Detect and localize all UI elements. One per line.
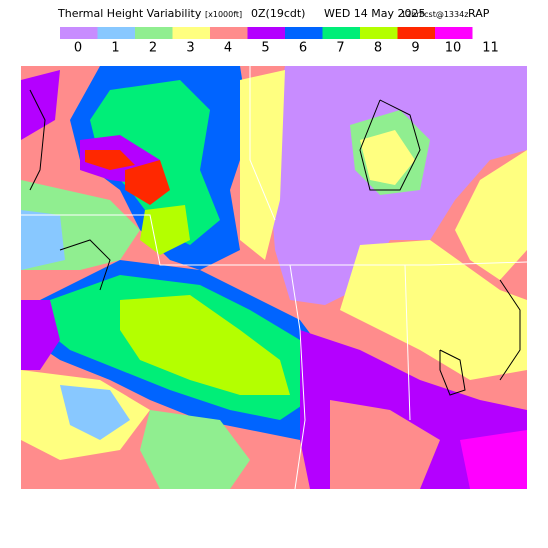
legend: 0 1 2 3 4 5 6 7 8 9 10 11 bbox=[60, 27, 499, 56]
title-part: WED 14 May 2025 bbox=[324, 7, 426, 20]
contour bbox=[59, 239, 111, 291]
region bbox=[60, 385, 130, 440]
region bbox=[455, 150, 527, 280]
region bbox=[120, 295, 290, 395]
region bbox=[460, 430, 527, 489]
legend-label: 3 bbox=[186, 41, 194, 56]
legend-label: 11 bbox=[482, 41, 499, 56]
state-border bbox=[404, 264, 411, 421]
legend-label: 2 bbox=[149, 41, 157, 56]
legend-label: 10 bbox=[445, 41, 462, 56]
title: Thermal Height Variability [x1000ft] 0Z(… bbox=[57, 7, 490, 20]
region bbox=[21, 210, 65, 270]
state-border bbox=[21, 214, 528, 266]
region bbox=[21, 70, 60, 140]
legend-label: 5 bbox=[261, 41, 269, 56]
map bbox=[21, 66, 528, 490]
region bbox=[340, 240, 527, 380]
legend-swatch bbox=[135, 27, 173, 39]
legend-label: 9 bbox=[411, 41, 419, 56]
legend-swatch bbox=[97, 27, 135, 39]
legend-swatch bbox=[322, 27, 360, 39]
title-part: 0Z(19cdt) bbox=[251, 7, 305, 20]
region bbox=[125, 160, 170, 205]
legend-swatch bbox=[210, 27, 248, 39]
contour bbox=[439, 349, 466, 396]
title-part: Thermal Height Variability bbox=[57, 7, 202, 20]
legend-label: 8 bbox=[374, 41, 382, 56]
title-part: [x1000ft] bbox=[205, 10, 242, 19]
region bbox=[21, 300, 60, 370]
region bbox=[330, 400, 440, 489]
legend-swatch bbox=[60, 27, 98, 39]
state-border bbox=[249, 66, 276, 221]
state-border bbox=[289, 264, 306, 490]
legend-label: 1 bbox=[111, 41, 119, 56]
legend-swatch bbox=[285, 27, 323, 39]
legend-swatch bbox=[397, 27, 435, 39]
title-part: 12hrFcst@1334z bbox=[401, 10, 468, 19]
region bbox=[240, 70, 285, 260]
contour bbox=[29, 89, 46, 191]
legend-swatch bbox=[247, 27, 285, 39]
contour bbox=[499, 279, 521, 381]
title-part: RAP bbox=[468, 7, 490, 20]
region bbox=[360, 130, 415, 185]
region bbox=[140, 410, 250, 489]
legend-swatch bbox=[435, 27, 473, 39]
region bbox=[85, 150, 135, 170]
legend-label: 4 bbox=[224, 41, 232, 56]
legend-label: 7 bbox=[336, 41, 344, 56]
region bbox=[140, 205, 190, 255]
legend-swatch bbox=[360, 27, 398, 39]
contour bbox=[359, 99, 421, 191]
legend-label: 0 bbox=[74, 41, 82, 56]
legend-swatch bbox=[172, 27, 210, 39]
legend-label: 6 bbox=[299, 41, 307, 56]
